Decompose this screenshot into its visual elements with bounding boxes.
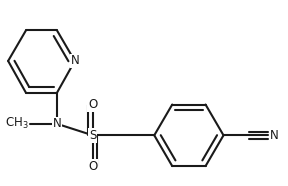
Text: N: N [70, 54, 79, 68]
Text: N: N [270, 129, 278, 142]
Text: S: S [89, 129, 96, 142]
Text: N: N [52, 117, 61, 130]
Text: CH$_3$: CH$_3$ [5, 116, 29, 131]
Text: O: O [88, 98, 97, 111]
Text: O: O [88, 160, 97, 173]
